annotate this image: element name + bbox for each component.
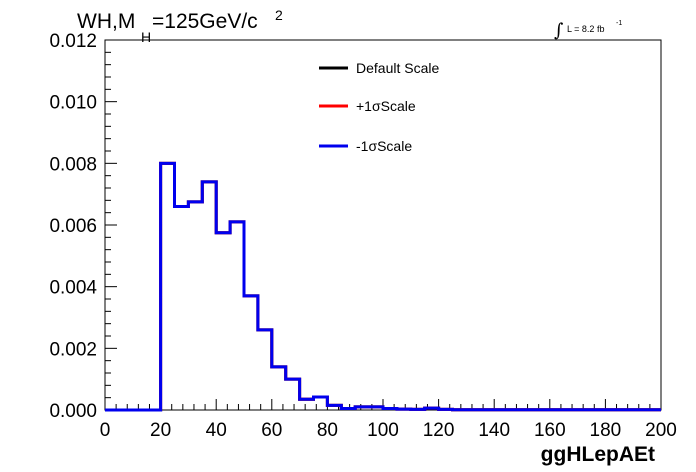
lumi-superscript: -1 [616, 20, 622, 27]
y-tick-label: 0.006 [49, 216, 97, 237]
x-tick-label: 80 [317, 420, 338, 441]
series-line-1 [105, 161, 661, 412]
x-tick-label: 200 [645, 420, 677, 441]
chart-title-subscript: H [141, 29, 151, 45]
lumi-integral: ∫ [554, 20, 564, 41]
legend-label-minus1sigma: -1σScale [356, 138, 412, 154]
x-tick-label: 20 [150, 420, 171, 441]
x-tick-label: 100 [367, 420, 399, 441]
series-line-0 [105, 161, 661, 412]
legend: Default Scale +1σScale -1σScale [319, 60, 439, 154]
x-tick-label: 120 [423, 420, 455, 441]
y-tick-label: 0.012 [49, 31, 97, 52]
chart-title-main: WH,M [77, 10, 135, 33]
series-layer [105, 161, 661, 412]
y-minor-ticks [105, 51, 111, 399]
x-tick-label: 160 [534, 420, 566, 441]
chart-title-rest: =125GeV/c [152, 10, 258, 33]
y-tick-label: 0.000 [49, 401, 97, 422]
x-minor-ticks [115, 404, 651, 410]
legend-label-plus1sigma: +1σScale [356, 98, 416, 114]
x-axis-label: ggHLepAEt [541, 443, 655, 466]
x-tick-label: 180 [590, 420, 622, 441]
legend-label-default: Default Scale [356, 60, 439, 76]
x-tick-label: 40 [206, 420, 227, 441]
y-tick-label: 0.008 [49, 154, 97, 175]
y-tick-label: 0.010 [49, 93, 97, 114]
lumi-label: L = 8.2 fb [567, 24, 604, 34]
series-line-2 [105, 161, 661, 412]
y-tick-label: 0.004 [49, 278, 97, 299]
y-major-ticks: 0.000 0.002 0.004 0.006 0.008 0.010 0.012 [49, 31, 117, 422]
x-major-ticks: 0 20 40 60 80 100 120 140 160 180 200 [100, 399, 677, 441]
plot-frame [104, 39, 662, 411]
x-tick-label: 0 [100, 420, 111, 441]
x-tick-label: 60 [261, 420, 282, 441]
x-tick-label: 140 [478, 420, 510, 441]
chart-title-superscript: 2 [275, 7, 283, 23]
y-tick-label: 0.002 [49, 339, 97, 360]
